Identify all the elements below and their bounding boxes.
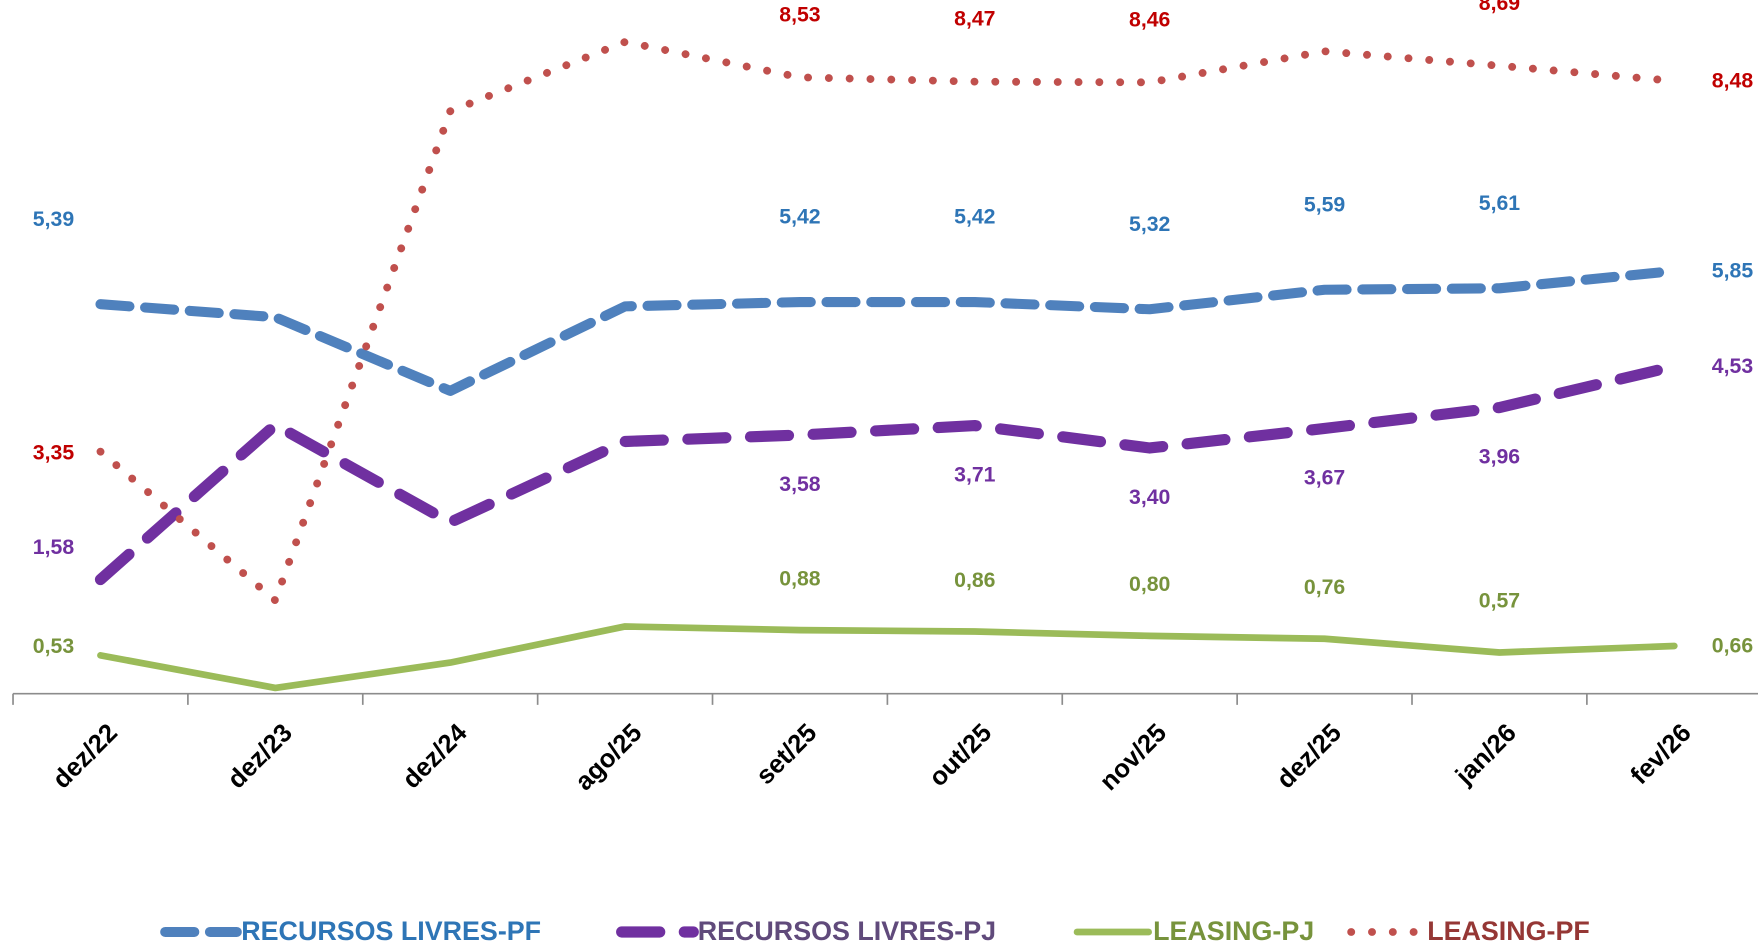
series-line	[96, 37, 1679, 605]
legend-label: RECURSOS LIVRES-PF	[241, 916, 541, 946]
value-label: 0,88	[779, 566, 821, 590]
value-label: 5,42	[954, 205, 995, 229]
x-tick-label: dez/25	[1272, 719, 1347, 794]
x-tick-label: out/25	[924, 719, 997, 792]
value-label: 5,39	[33, 207, 75, 231]
value-label: 5,61	[1479, 191, 1521, 215]
value-label: 0,57	[1479, 589, 1520, 613]
value-label: 3,71	[954, 463, 996, 487]
value-label: 0,53	[33, 634, 75, 658]
value-label: 0,76	[1304, 575, 1346, 599]
value-label: 5,32	[1129, 212, 1170, 236]
x-tick-label: ago/25	[570, 719, 647, 796]
series-line	[95, 265, 1680, 396]
value-label: 0,66	[1712, 634, 1754, 658]
x-tick-label: dez/23	[222, 719, 297, 794]
series-line	[94, 360, 1680, 586]
value-label: 5,42	[779, 205, 820, 229]
x-tick-label: set/25	[751, 719, 822, 790]
value-label: 5,59	[1304, 192, 1346, 216]
value-label: 8,48	[1712, 69, 1754, 93]
x-tick-label: dez/24	[397, 718, 473, 794]
value-label: 0,86	[954, 568, 996, 592]
value-label: 3,67	[1304, 465, 1345, 489]
x-tick-label: fev/26	[1625, 719, 1696, 790]
value-label: 3,96	[1479, 444, 1521, 468]
value-label: 8,69	[1479, 0, 1521, 15]
value-label: 5,85	[1712, 259, 1754, 283]
x-tick-label: jan/26	[1450, 719, 1522, 791]
series-line	[97, 623, 1678, 692]
value-label: 8,53	[779, 2, 821, 26]
legend-label: RECURSOS LIVRES-PJ	[698, 916, 996, 946]
value-label: 1,58	[33, 535, 75, 559]
x-tick-label: nov/25	[1095, 719, 1172, 796]
value-label: 4,53	[1712, 354, 1754, 378]
value-label: 3,35	[33, 440, 75, 464]
value-label: 8,46	[1129, 7, 1171, 31]
value-label: 3,58	[779, 472, 821, 496]
legend-label: LEASING-PJ	[1153, 916, 1314, 946]
value-label: 0,80	[1129, 572, 1170, 596]
legend-label: LEASING-PF	[1427, 916, 1590, 946]
x-tick-label: dez/22	[48, 719, 123, 794]
value-label: 8,47	[954, 7, 995, 31]
value-label: 3,40	[1129, 485, 1170, 509]
